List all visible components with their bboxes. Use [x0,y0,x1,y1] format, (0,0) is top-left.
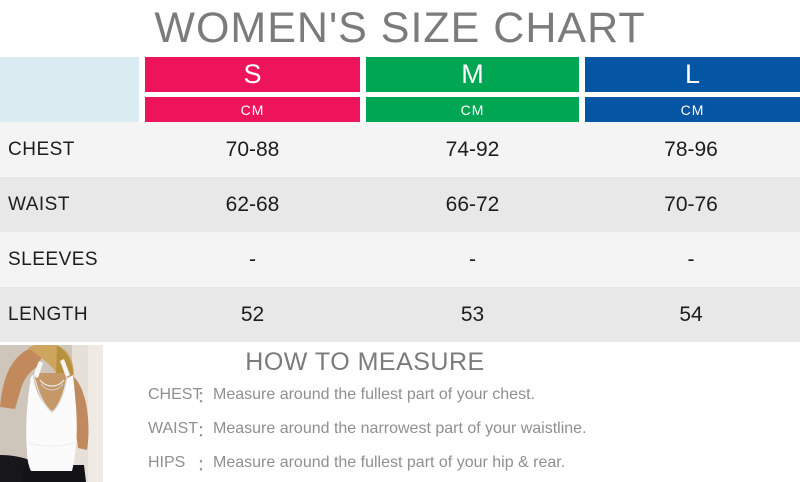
unit-header-m: CM [366,97,579,122]
cell-sleeves-s: - [249,247,256,271]
measure-line-chest: CHEST ： Measure around the fullest part … [130,378,610,412]
unit-header-l: CM [585,97,800,122]
cell-sleeves-l: - [687,247,695,271]
table-row-chest: CHEST 70-88 74-92 78-96 [0,122,800,177]
cell-chest-l: 78-96 [664,137,718,161]
measure-label: WAIST [148,420,199,437]
size-table-header: S M L CM CM CM [0,57,800,122]
size-header-s: S [145,57,360,92]
measure-text: Measure around the fullest part of your … [213,386,535,403]
model-photo [0,345,103,482]
size-table-body: CHEST 70-88 74-92 78-96 WAIST 62-68 66-7… [0,122,800,342]
measure-text: Measure around the narrowest part of you… [213,420,587,437]
cell-chest-m: 74-92 [445,137,500,161]
how-to-measure-heading: HOW TO MEASURE [245,348,485,376]
cell-length-m: 53 [460,302,485,326]
measure-colon: ： [197,423,214,440]
size-header-m: M [366,57,579,92]
table-row-waist: WAIST 62-68 66-72 70-76 [0,177,800,232]
measure-line-waist: WAIST ： Measure around the narrowest par… [130,412,610,446]
cell-chest-s: 70-88 [225,137,280,161]
measure-label: HIPS [148,454,186,471]
measure-label: CHEST [148,386,203,403]
corner-cell [0,57,139,122]
unit-header-s: CM [145,97,360,122]
measure-colon: ： [197,457,214,474]
table-row-length: LENGTH 52 53 54 [0,287,800,342]
row-label: LENGTH [8,303,89,325]
cell-waist-m: 66-72 [445,192,500,216]
row-label: WAIST [8,193,70,215]
how-to-measure-section: HOW TO MEASURE CHEST ： Measure around th… [130,346,610,480]
row-label: CHEST [8,138,75,160]
cell-sleeves-m: - [469,247,476,271]
row-label: SLEEVES [8,248,99,270]
cell-length-l: 54 [679,302,703,326]
measure-line-hips: HIPS ： Measure around the fullest part o… [130,446,610,480]
size-header-l: L [585,57,800,92]
cell-waist-l: 70-76 [664,192,718,216]
measure-colon: ： [197,389,214,406]
cell-waist-s: 62-68 [225,192,280,216]
table-row-sleeves: SLEEVES - - - [0,232,800,287]
page-title: WOMEN'S SIZE CHART [154,4,646,52]
cell-length-s: 52 [240,302,265,326]
measure-text: Measure around the fullest part of your … [213,454,566,471]
